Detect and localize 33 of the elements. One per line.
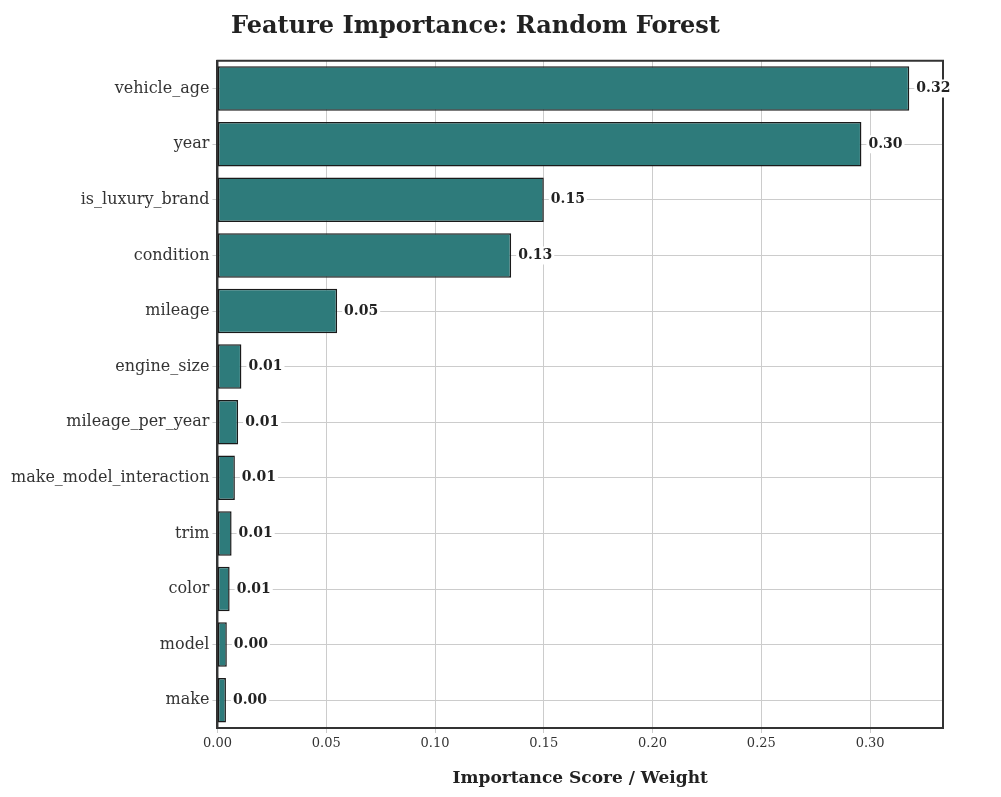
- x-tick-label: 0.20: [638, 735, 668, 751]
- y-tick-label: mileage: [145, 300, 210, 320]
- y-tick-label: mileage_per_year: [66, 411, 210, 431]
- y-tick-label: vehicle_age: [113, 77, 210, 97]
- y-tick-label: engine_size: [115, 355, 210, 375]
- x-tick-label: 0.15: [529, 735, 559, 751]
- x-tick-label: 0.10: [420, 735, 450, 751]
- y-tick-label: color: [168, 578, 210, 598]
- y-tick-label: make_model_interaction: [10, 466, 210, 486]
- data-label: 0.15: [550, 190, 585, 207]
- data-label: 0.01: [241, 468, 276, 485]
- data-label: 0.01: [236, 579, 271, 596]
- x-tick-label: 0.25: [746, 735, 776, 751]
- data-label: 0.30: [868, 134, 903, 151]
- x-tick-label: 0.05: [311, 735, 341, 751]
- data-label: 0.01: [238, 524, 273, 541]
- chart-title: Feature Importance: Random Forest: [231, 9, 720, 39]
- x-axis-title: Importance Score / Weight: [452, 767, 709, 788]
- y-tick-label: is_luxury_brand: [80, 188, 210, 208]
- data-label: 0.05: [344, 301, 379, 318]
- data-label: 0.01: [248, 357, 283, 374]
- y-tick-label: condition: [133, 244, 210, 264]
- x-tick-label: 0.00: [202, 735, 232, 751]
- x-tick-label: 0.30: [855, 735, 885, 751]
- y-tick-label: model: [159, 633, 210, 653]
- data-label: 0.00: [232, 690, 268, 707]
- data-label: 0.00: [233, 635, 269, 652]
- data-label: 0.32: [916, 79, 951, 96]
- y-tick-label: trim: [175, 522, 210, 542]
- data-label: 0.01: [245, 412, 280, 429]
- data-label: 0.13: [518, 246, 553, 263]
- y-tick-label: make: [165, 689, 210, 709]
- y-tick-label: year: [172, 133, 210, 153]
